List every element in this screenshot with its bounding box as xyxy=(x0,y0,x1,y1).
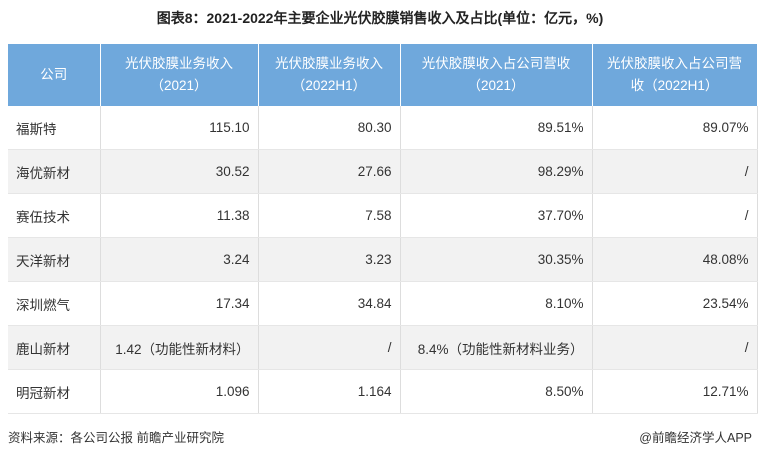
table-cell: 7.58 xyxy=(258,193,401,238)
table-cell: 8.4%（功能性新材料业务） xyxy=(400,325,593,370)
table-cell: 3.23 xyxy=(258,237,401,282)
table-cell: 1.096 xyxy=(100,369,259,414)
column-header: 公司 xyxy=(8,44,101,106)
header-row: 公司 光伏胶膜业务收入（2021） 光伏胶膜业务收入（2022H1） 光伏胶膜收入占公… xyxy=(8,44,758,106)
table-cell: 福斯特 xyxy=(8,106,101,150)
table-cell: 1.164 xyxy=(258,369,401,414)
table-row: 明冠新材 1.096 1.164 8.50% 12.71% xyxy=(8,369,758,414)
table-cell: / xyxy=(258,325,401,370)
table-title: 图表8：2021-2022年主要企业光伏胶膜销售收入及占比(单位：亿元，%) xyxy=(156,10,604,26)
table-cell: / xyxy=(592,193,758,238)
table-cell: 89.51% xyxy=(400,106,593,150)
table-cell: 3.24 xyxy=(100,237,259,282)
table-cell: 30.52 xyxy=(100,149,259,194)
table: 公司 光伏胶膜业务收入（2021） 光伏胶膜业务收入（2022H1） 光伏胶膜收入占公… xyxy=(8,44,758,414)
table-cell: 48.08% xyxy=(592,237,758,282)
column-header: 光伏胶膜收入占公司营收（2021） xyxy=(400,44,593,106)
table-row: 赛伍技术 11.38 7.58 37.70% / xyxy=(8,193,758,238)
table-row: 福斯特 115.10 80.30 89.51% 89.07% xyxy=(8,106,758,150)
table-row: 深圳燃气 17.34 34.84 8.10% 23.54% xyxy=(8,281,758,326)
table-cell: 34.84 xyxy=(258,281,401,326)
table-cell: 23.54% xyxy=(592,281,758,326)
table-cell: / xyxy=(592,149,758,194)
table-cell: 98.29% xyxy=(400,149,593,194)
table-cell: 115.10 xyxy=(100,106,259,150)
table-cell: 80.30 xyxy=(258,106,401,150)
table-body: 福斯特 115.10 80.30 89.51% 89.07% 海优新材 30.52 27.66… xyxy=(8,106,758,414)
column-header: 光伏胶膜业务收入（2021） xyxy=(100,44,259,106)
table-row: 海优新材 30.52 27.66 98.29% / xyxy=(8,149,758,194)
table-cell: 12.71% xyxy=(592,369,758,414)
table-cell: 11.38 xyxy=(100,193,259,238)
table-cell: 27.66 xyxy=(258,149,401,194)
column-header: 光伏胶膜收入占公司营收（2022H1） xyxy=(592,44,758,106)
table-cell: 17.34 xyxy=(100,281,259,326)
table-cell: 89.07% xyxy=(592,106,758,150)
brand: @前瞻经济学人APP xyxy=(639,431,752,445)
table-row: 天洋新材 3.24 3.23 30.35% 48.08% xyxy=(8,237,758,282)
table-cell: / xyxy=(592,325,758,370)
table-cell: 8.10% xyxy=(400,281,593,326)
table-cell: 赛伍技术 xyxy=(8,193,101,238)
table-head: 公司 光伏胶膜业务收入（2021） 光伏胶膜业务收入（2022H1） 光伏胶膜收入占公… xyxy=(8,44,758,106)
table-row: 鹿山新材 1.42（功能性新材料）/8.4%（功能性新材料业务） / xyxy=(8,325,758,370)
column-header: 光伏胶膜业务收入（2022H1） xyxy=(258,44,401,106)
table-cell: 37.70% xyxy=(400,193,593,238)
table-cell: 海优新材 xyxy=(8,149,101,194)
table-cell: 8.50% xyxy=(400,369,593,414)
table-cell: 鹿山新材 xyxy=(8,325,101,370)
source-note: 资料来源：各公司公报 前瞻产业研究院 xyxy=(8,431,224,445)
table-cell: 天洋新材 xyxy=(8,237,101,282)
table-cell: 1.42（功能性新材料） xyxy=(100,325,259,370)
table-cell: 明冠新材 xyxy=(8,369,101,414)
table-cell: 30.35% xyxy=(400,237,593,282)
table-cell: 深圳燃气 xyxy=(8,281,101,326)
